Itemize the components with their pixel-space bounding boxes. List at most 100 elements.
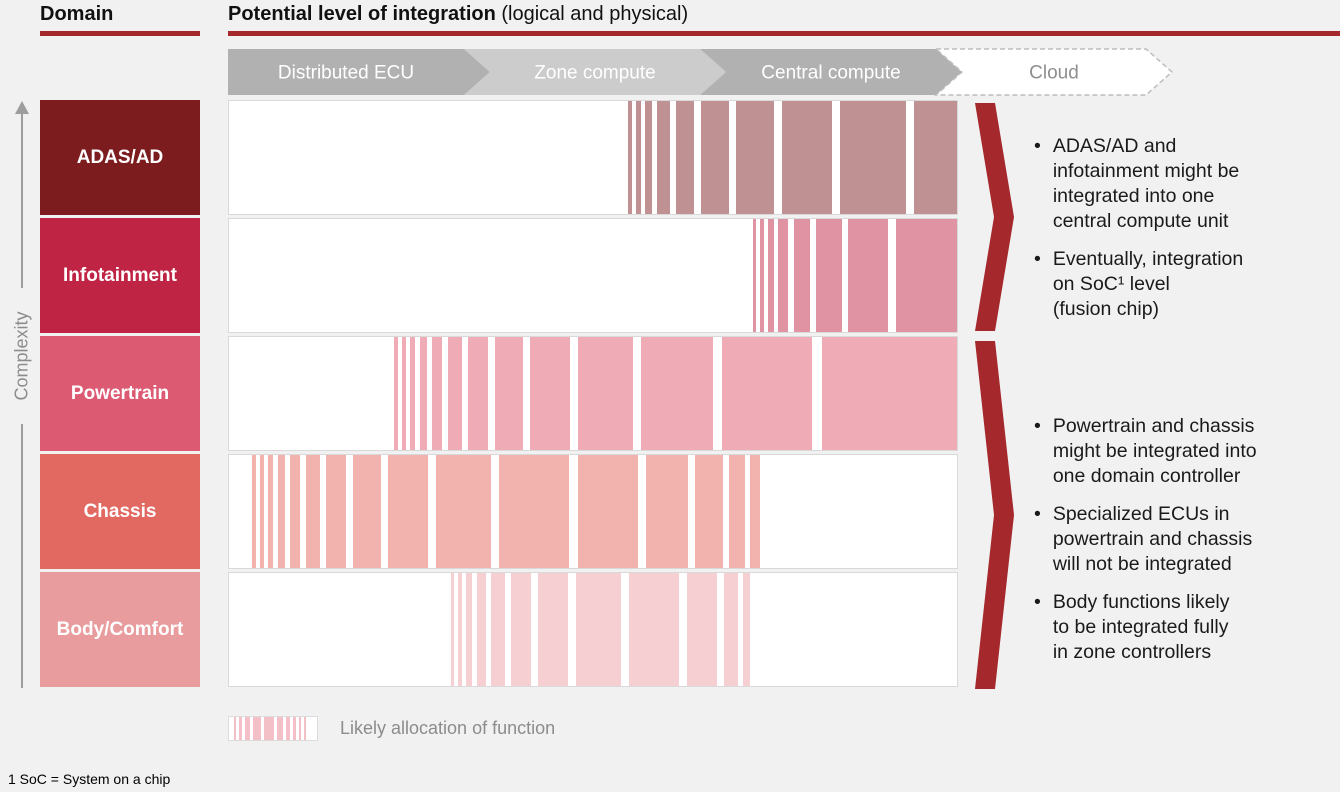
allocation-stripe bbox=[436, 455, 491, 568]
allocation-stripe bbox=[687, 573, 717, 686]
complexity-axis-label: Complexity bbox=[11, 311, 32, 401]
allocation-stripe bbox=[750, 455, 760, 568]
allocation-stripe bbox=[729, 455, 745, 568]
allocation-stripe bbox=[468, 337, 488, 450]
allocation-stripe bbox=[538, 573, 568, 686]
allocation-stripe bbox=[306, 455, 320, 568]
allocation-stripe bbox=[768, 219, 774, 332]
bullet-dot-icon: • bbox=[1034, 415, 1041, 437]
legend-stripe bbox=[264, 717, 274, 740]
stage-label: Central compute bbox=[761, 63, 900, 84]
allocation-stripe bbox=[646, 455, 688, 568]
allocation-bar-1 bbox=[228, 218, 958, 333]
allocation-stripe bbox=[511, 573, 531, 686]
insight-bullet: • Powertrain and chassis might be integra… bbox=[1034, 414, 1294, 489]
allocation-bar-3 bbox=[228, 454, 958, 569]
allocation-stripe bbox=[840, 101, 906, 214]
footnote: 1 SoC = System on a chip bbox=[8, 771, 171, 787]
allocation-stripe bbox=[629, 573, 679, 686]
allocation-stripe bbox=[794, 219, 810, 332]
allocation-stripe bbox=[268, 455, 273, 568]
stage-label: Zone compute bbox=[534, 63, 655, 84]
domain-title-text: Domain bbox=[40, 3, 114, 25]
allocation-stripe bbox=[278, 455, 285, 568]
allocation-bar-0 bbox=[228, 100, 958, 215]
allocation-stripe bbox=[491, 573, 505, 686]
integration-title-bold: Potential level of integration bbox=[228, 3, 496, 25]
allocation-stripe bbox=[628, 101, 632, 214]
allocation-stripe bbox=[822, 337, 957, 450]
bullet-text: Body functions likely to be integrated f… bbox=[1052, 591, 1230, 663]
complexity-arrow-up-icon bbox=[15, 101, 29, 114]
allocation-stripe bbox=[260, 455, 264, 568]
bullet-text: Specialized ECUs in powertrain and chass… bbox=[1052, 503, 1253, 575]
allocation-stripe bbox=[743, 573, 750, 686]
allocation-stripe bbox=[477, 573, 486, 686]
allocation-stripe bbox=[388, 455, 428, 568]
allocation-stripe bbox=[722, 337, 812, 450]
bullet-dot-icon: • bbox=[1034, 248, 1041, 270]
bullet-text: ADAS/AD and infotainment might be integr… bbox=[1052, 135, 1240, 232]
insight-bullet: • Body functions likely to be integrated … bbox=[1034, 590, 1294, 665]
bullet-text: Eventually, integration on SoC¹ level (f… bbox=[1052, 248, 1244, 320]
domain-label: ADAS/AD bbox=[76, 146, 164, 168]
stage-arrow-0 bbox=[228, 49, 490, 95]
insight-block-powertrain-chassis-body: • Powertrain and chassis might be integra… bbox=[1034, 414, 1294, 678]
domain-label: Chassis bbox=[83, 500, 157, 522]
stage-label: Cloud bbox=[1029, 63, 1079, 84]
domain-title-underline bbox=[40, 31, 200, 36]
legend-stripe bbox=[286, 717, 290, 740]
integration-brackets bbox=[975, 103, 1014, 689]
domain-box-chassis: Chassis bbox=[40, 454, 200, 569]
bullet-dot-icon: • bbox=[1034, 591, 1041, 613]
allocation-stripe bbox=[724, 573, 738, 686]
allocation-stripe bbox=[753, 219, 756, 332]
allocation-bar-2 bbox=[228, 336, 958, 451]
allocation-stripe bbox=[576, 573, 621, 686]
allocation-stripe bbox=[495, 337, 523, 450]
legend-stripe bbox=[304, 717, 306, 740]
allocation-stripe bbox=[578, 337, 633, 450]
legend-swatch bbox=[228, 716, 318, 741]
allocation-stripe bbox=[657, 101, 670, 214]
complexity-axis-line-upper bbox=[21, 114, 23, 288]
allocation-stripe bbox=[466, 573, 472, 686]
stage-label: Distributed ECU bbox=[278, 63, 414, 84]
allocation-stripe bbox=[701, 101, 729, 214]
legend-label: Likely allocation of function bbox=[340, 718, 556, 738]
domain-box-powertrain: Powertrain bbox=[40, 336, 200, 451]
allocation-stripe bbox=[530, 337, 570, 450]
legend-stripe bbox=[293, 717, 296, 740]
allocation-bar-4 bbox=[228, 572, 958, 687]
insight-bullet: • Eventually, integration on SoC¹ level (… bbox=[1034, 247, 1279, 322]
allocation-stripe bbox=[736, 101, 774, 214]
allocation-stripe bbox=[848, 219, 888, 332]
allocation-stripe bbox=[432, 337, 442, 450]
allocation-stripe bbox=[458, 573, 462, 686]
domain-label: Infotainment bbox=[63, 264, 177, 286]
allocation-stripe bbox=[641, 337, 713, 450]
allocation-stripe bbox=[353, 455, 381, 568]
bracket-top bbox=[975, 103, 1014, 331]
domain-column-title: Domain bbox=[40, 3, 113, 26]
legend-stripe bbox=[239, 717, 242, 740]
domain-box-body-comfort: Body/Comfort bbox=[40, 572, 200, 687]
legend-stripe bbox=[299, 717, 301, 740]
legend-stripe bbox=[245, 717, 250, 740]
allocation-stripe bbox=[782, 101, 832, 214]
domain-label: Powertrain bbox=[70, 382, 170, 404]
allocation-stripe bbox=[499, 455, 569, 568]
legend-stripe bbox=[253, 717, 261, 740]
insight-block-adas-infotainment: • ADAS/AD and infotainment might be integ… bbox=[1034, 134, 1279, 335]
stage-arrow-1 bbox=[464, 49, 726, 95]
allocation-stripe bbox=[914, 101, 957, 214]
stage-arrows: Distributed ECU Zone compute Central compu… bbox=[228, 48, 1174, 96]
domain-label: Body/Comfort bbox=[56, 618, 184, 640]
allocation-stripe bbox=[896, 219, 957, 332]
allocation-stripe bbox=[816, 219, 842, 332]
allocation-stripe bbox=[451, 573, 454, 686]
allocation-stripe bbox=[290, 455, 300, 568]
allocation-stripe bbox=[252, 455, 256, 568]
integration-title-note: (logical and physical) bbox=[495, 3, 689, 25]
